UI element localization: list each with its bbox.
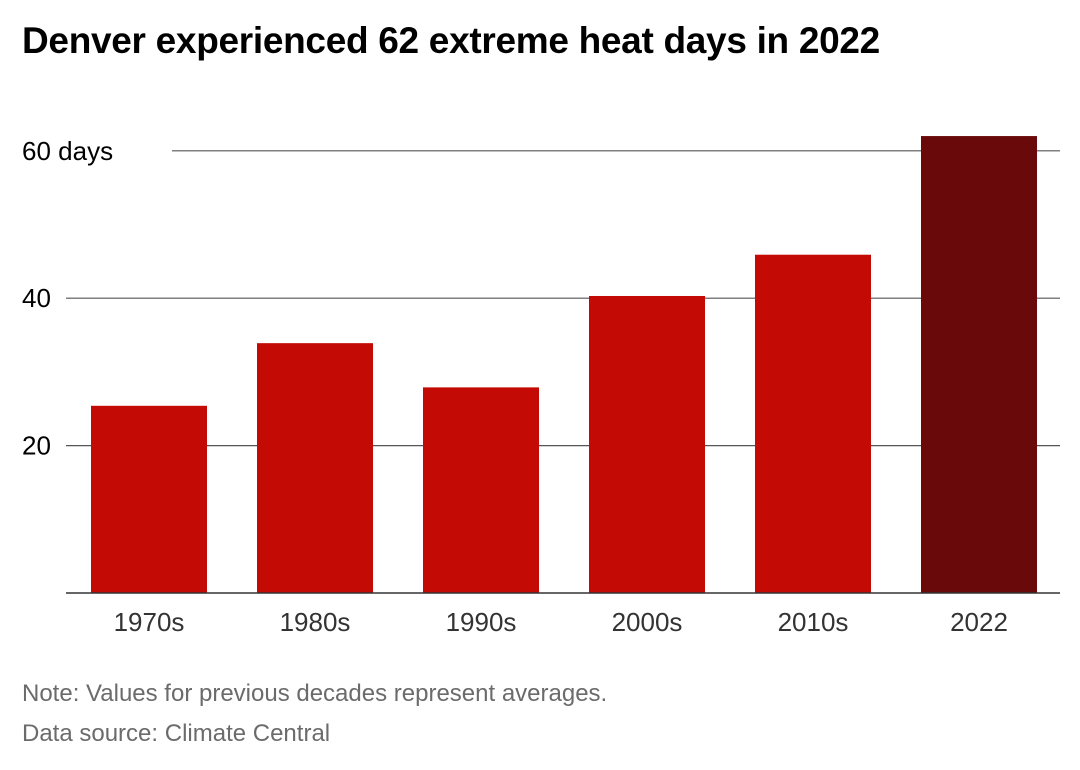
chart-note: Note: Values for previous decades repres… bbox=[22, 680, 608, 707]
bar-chart: 20 40 60 days 1970s 1980s 1990s 2000s 2010s 2022 bbox=[22, 136, 1060, 637]
x-tick-label: 2022 bbox=[950, 607, 1008, 637]
x-tick-label: 1970s bbox=[114, 607, 185, 637]
bar-1980s bbox=[257, 343, 373, 593]
y-tick-label: 60 days bbox=[22, 136, 113, 166]
y-tick-label: 20 bbox=[22, 431, 51, 461]
x-tick-label: 1990s bbox=[446, 607, 517, 637]
bar-2000s bbox=[589, 295, 705, 593]
bar-1970s bbox=[91, 405, 207, 593]
x-tick-label: 2010s bbox=[778, 607, 849, 637]
bar-2022 bbox=[921, 136, 1037, 593]
bar-2010s bbox=[755, 254, 871, 594]
x-tick-label: 2000s bbox=[612, 607, 683, 637]
x-tick-label: 1980s bbox=[280, 607, 351, 637]
chart-title: Denver experienced 62 extreme heat days … bbox=[22, 20, 880, 61]
y-tick-label: 40 bbox=[22, 283, 51, 313]
bar-1990s bbox=[423, 387, 539, 593]
data-source: Data source: Climate Central bbox=[22, 720, 331, 747]
